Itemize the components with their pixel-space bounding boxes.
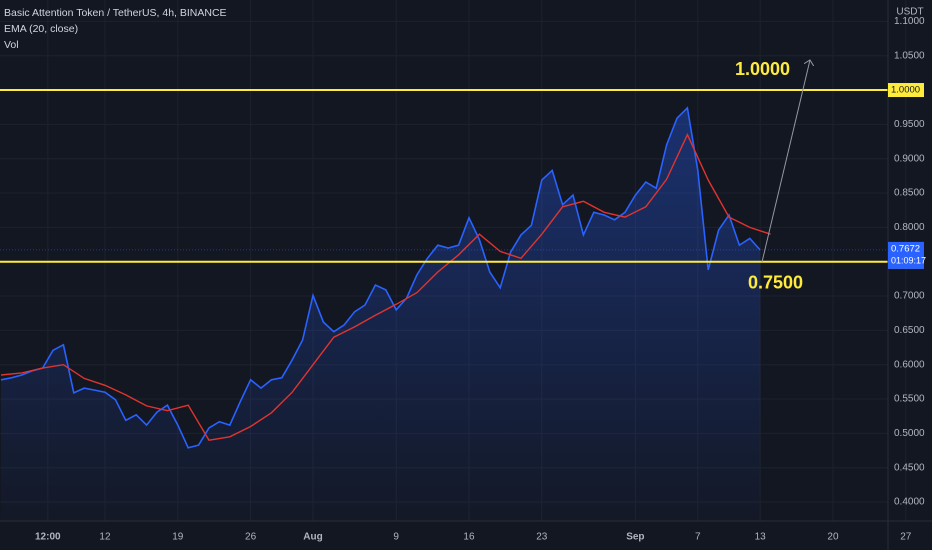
y-tick-label: 0.8000 — [894, 222, 925, 233]
y-tick-label: 0.4000 — [894, 497, 925, 508]
level-badge — [888, 83, 924, 98]
price-line — [0, 106, 761, 449]
level-annotation: 1.0000 — [735, 59, 790, 79]
volume-label: Vol — [4, 39, 19, 51]
x-tick-label: Aug — [303, 532, 322, 543]
y-tick-label: 0.9000 — [894, 153, 925, 164]
y-tick-label: 0.4500 — [894, 462, 925, 473]
y-tick-label: 1.1000 — [894, 16, 925, 27]
last-price-label: 0.7672 — [891, 243, 920, 254]
x-tick-label: 27 — [900, 532, 912, 543]
y-tick-label: 0.7000 — [894, 291, 925, 302]
price-area — [1, 107, 761, 522]
countdown-label: 01:09:17 — [891, 255, 926, 265]
ema-line — [0, 133, 771, 441]
x-tick-label: 16 — [463, 532, 475, 543]
symbol-title: Basic Attention Token / TetherUS, 4h, BI… — [4, 7, 227, 19]
x-tick-label: 7 — [695, 532, 701, 543]
indicator-label: EMA (20, close) — [4, 23, 78, 35]
arrow — [761, 60, 810, 263]
x-tick-label: 20 — [827, 532, 839, 543]
x-tick-label: Sep — [626, 532, 644, 543]
x-tick-label: 9 — [393, 532, 399, 543]
currency-label: USDT — [896, 7, 923, 18]
y-tick-label: 0.5000 — [894, 428, 925, 439]
last-price-badge — [888, 241, 924, 269]
y-tick-label: 0.8500 — [894, 188, 925, 199]
x-tick-label: 26 — [245, 532, 257, 543]
x-tick-label: 23 — [536, 532, 548, 543]
y-tick-label: 0.6500 — [894, 325, 925, 336]
y-tick-label: 0.6000 — [894, 359, 925, 370]
x-tick-label: 19 — [172, 532, 184, 543]
y-tick-label: 1.0500 — [894, 50, 925, 61]
x-tick-label: 12:00 — [35, 532, 61, 543]
y-tick-label: 0.9500 — [894, 119, 925, 130]
level-badge-label: 1.0000 — [891, 85, 920, 96]
x-tick-label: 13 — [755, 532, 767, 543]
x-tick-label: 12 — [99, 532, 111, 543]
y-tick-label: 0.5500 — [894, 394, 925, 405]
level-annotation: 0.7500 — [748, 272, 803, 292]
